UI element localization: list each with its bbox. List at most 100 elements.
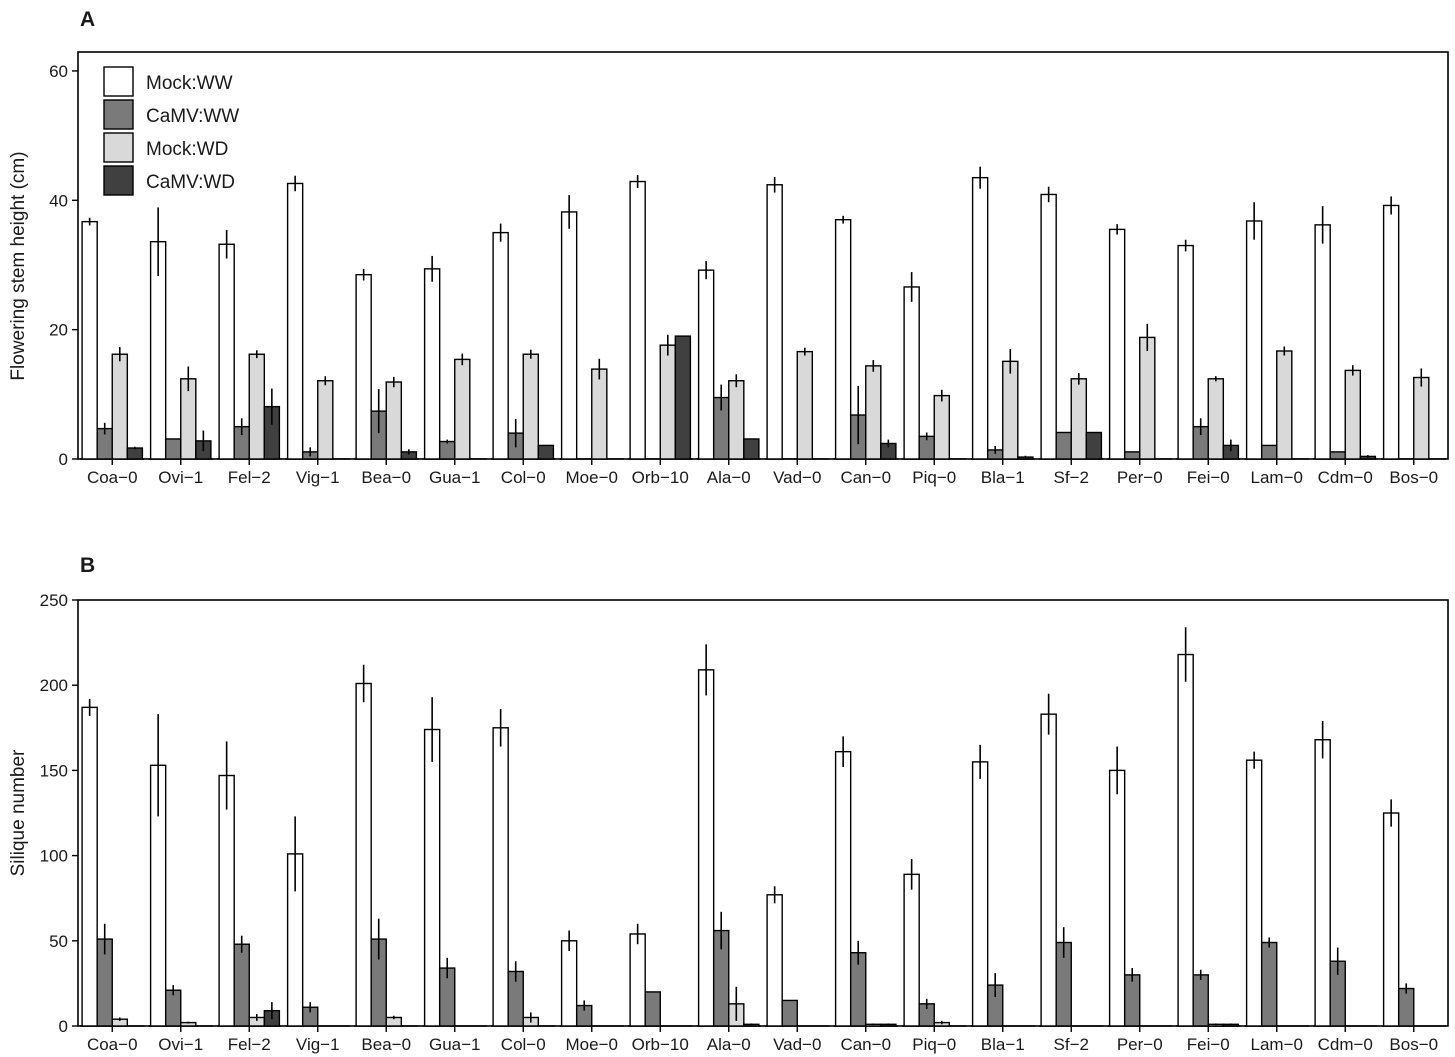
bar-mock-ww-can-0 xyxy=(834,218,852,460)
legend-swatch-mock-ww xyxy=(103,66,134,97)
x-tick-label-bla-1: Bla−1 xyxy=(981,468,1025,487)
y-tick-label: 0 xyxy=(59,450,68,469)
x-tick-label-fel-2: Fel−2 xyxy=(228,1035,271,1054)
bar-mock-wd-vig-1 xyxy=(317,380,334,460)
x-tick-label-sf-2: Sf−2 xyxy=(1054,468,1089,487)
bar-camv-ww-fei-0 xyxy=(1192,974,1209,1027)
bar-mock-ww-col-0 xyxy=(492,727,509,1027)
bar-mock-ww-vad-0 xyxy=(766,184,783,460)
panel-a-y-axis-title: Flowering stem height (cm) xyxy=(8,151,29,380)
x-tick-label-can-0: Can−0 xyxy=(840,468,891,487)
bar-mock-ww-bos-0 xyxy=(1382,204,1400,460)
bar-mock-wd-coa-0 xyxy=(111,353,129,460)
panel-a-frame xyxy=(77,51,1449,460)
bar-camv-wd-orb-10 xyxy=(674,335,692,460)
bar-camv-ww-ovi-1 xyxy=(164,438,182,460)
bar-mock-ww-fei-0 xyxy=(1177,244,1194,460)
legend-label-camv-wd: CaMV:WD xyxy=(146,172,235,193)
x-tick-label-bos-0: Bos−0 xyxy=(1389,1035,1438,1054)
bar-mock-wd-bos-0 xyxy=(1413,376,1430,460)
bar-mock-ww-ala-0 xyxy=(697,669,715,1027)
panel-b-frame xyxy=(77,599,1449,1027)
x-tick-label-bea-0: Bea−0 xyxy=(361,468,411,487)
bar-camv-ww-gua-1 xyxy=(438,440,456,460)
bar-camv-ww-bos-0 xyxy=(1397,987,1415,1027)
bar-camv-wd-col-0 xyxy=(537,444,555,460)
x-tick-label-ala-0: Ala−0 xyxy=(707,1035,751,1054)
bar-mock-ww-sf-2 xyxy=(1040,713,1057,1027)
bar-mock-wd-sf-2 xyxy=(1070,378,1088,460)
bar-mock-ww-per-0 xyxy=(1108,769,1126,1027)
bar-mock-wd-bea-0 xyxy=(385,381,403,460)
bar-mock-ww-piq-0 xyxy=(903,873,920,1027)
bar-mock-wd-fei-0 xyxy=(1207,378,1225,460)
bar-mock-ww-bea-0 xyxy=(355,273,372,460)
bar-mock-wd-cdm-0 xyxy=(1344,369,1362,460)
x-tick-label-gua-1: Gua−1 xyxy=(429,1035,481,1054)
bar-mock-wd-bla-1 xyxy=(1002,360,1019,460)
bar-camv-ww-cdm-0 xyxy=(1329,451,1346,460)
bar-mock-wd-fel-2 xyxy=(248,353,266,460)
x-tick-label-per-0: Per−0 xyxy=(1117,468,1163,487)
x-tick-label-ovi-1: Ovi−1 xyxy=(158,1035,203,1054)
bar-camv-ww-vad-0 xyxy=(781,999,798,1027)
bar-mock-ww-fel-2 xyxy=(218,774,235,1027)
y-tick-label: 200 xyxy=(40,676,68,695)
bar-camv-ww-per-0 xyxy=(1123,974,1141,1027)
bar-camv-ww-ovi-1 xyxy=(164,989,182,1027)
bar-mock-wd-lam-0 xyxy=(1276,350,1293,460)
x-tick-label-fel-2: Fel−2 xyxy=(228,468,271,487)
x-tick-label-col-0: Col−0 xyxy=(501,1035,546,1054)
bar-mock-ww-ala-0 xyxy=(697,269,715,460)
x-tick-label-ala-0: Ala−0 xyxy=(707,468,751,487)
legend-label-camv-ww: CaMV:WW xyxy=(146,106,239,127)
legend-label-mock-ww: Mock:WW xyxy=(146,73,233,94)
bar-camv-wd-sf-2 xyxy=(1085,431,1103,460)
bar-camv-ww-lam-0 xyxy=(1260,444,1278,460)
y-tick-label: 20 xyxy=(49,321,68,340)
x-tick-label-ovi-1: Ovi−1 xyxy=(158,468,203,487)
y-tick-label: 150 xyxy=(40,761,68,780)
x-tick-label-lam-0: Lam−0 xyxy=(1251,468,1303,487)
panel-a-chart: A Flowering stem height (cm) 0 20 40 60 Coa… xyxy=(8,8,1449,487)
bar-camv-ww-per-0 xyxy=(1123,451,1141,460)
y-tick-label: 0 xyxy=(59,1017,68,1036)
bar-camv-ww-orb-10 xyxy=(644,991,661,1027)
bar-mock-ww-col-0 xyxy=(492,231,509,460)
x-tick-label-coa-0: Coa−0 xyxy=(87,1035,138,1054)
bar-mock-wd-ala-0 xyxy=(728,380,745,460)
y-tick-label: 50 xyxy=(49,932,68,951)
y-tick-label: 100 xyxy=(40,847,68,866)
bar-mock-wd-col-0 xyxy=(522,353,540,460)
x-tick-label-cdm-0: Cdm−0 xyxy=(1318,1035,1373,1054)
bar-mock-wd-can-0 xyxy=(865,365,882,460)
bar-mock-ww-bea-0 xyxy=(355,682,372,1027)
bar-mock-ww-bos-0 xyxy=(1382,812,1400,1027)
x-tick-label-vad-0: Vad−0 xyxy=(773,1035,821,1054)
bar-mock-ww-sf-2 xyxy=(1040,193,1057,460)
bar-mock-ww-vig-1 xyxy=(286,182,304,460)
x-tick-label-gua-1: Gua−1 xyxy=(429,468,481,487)
bar-mock-ww-cdm-0 xyxy=(1314,224,1331,460)
bar-mock-ww-bla-1 xyxy=(971,761,989,1027)
x-tick-label-orb-10: Orb−10 xyxy=(632,468,689,487)
y-tick-label: 60 xyxy=(49,62,68,81)
x-tick-label-vig-1: Vig−1 xyxy=(296,468,340,487)
legend-swatch-camv-wd xyxy=(103,165,134,196)
panel-b-label: B xyxy=(80,554,95,577)
legend-swatch-camv-ww xyxy=(103,99,134,130)
bar-camv-wd-ala-0 xyxy=(743,438,760,460)
bar-mock-wd-orb-10 xyxy=(659,344,677,460)
x-tick-label-moe-0: Moe−0 xyxy=(566,468,618,487)
legend-swatch-mock-wd xyxy=(103,132,134,163)
bar-mock-ww-gua-1 xyxy=(423,268,441,460)
x-tick-label-piq-0: Piq−0 xyxy=(912,1035,956,1054)
x-tick-label-coa-0: Coa−0 xyxy=(87,468,138,487)
bar-camv-wd-coa-0 xyxy=(126,447,144,460)
bar-mock-ww-orb-10 xyxy=(629,180,646,460)
bar-mock-ww-coa-0 xyxy=(81,706,98,1027)
bar-camv-ww-fel-2 xyxy=(233,943,250,1027)
x-tick-label-moe-0: Moe−0 xyxy=(566,1035,618,1054)
x-tick-label-lam-0: Lam−0 xyxy=(1251,1035,1303,1054)
x-tick-label-per-0: Per−0 xyxy=(1117,1035,1163,1054)
